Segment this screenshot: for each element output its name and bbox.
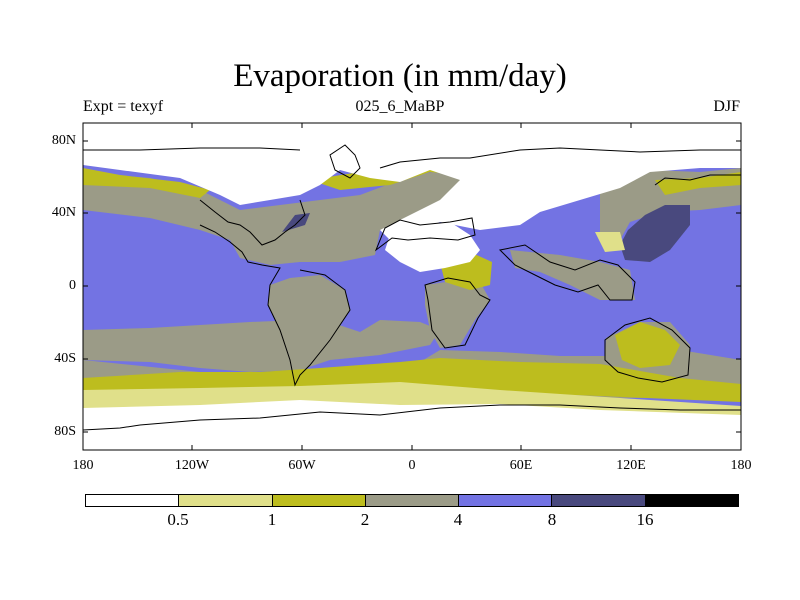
lat-label-80n: 80N	[51, 133, 76, 148]
band-2-nw-pacific	[655, 172, 741, 195]
colorbar-swatch-4	[459, 495, 553, 506]
colorbar-label-1: 1	[267, 510, 277, 529]
colorbar-swatch-3	[365, 495, 460, 506]
lat-label-40s: 40S	[54, 351, 76, 366]
lon-label-180w: 180	[72, 458, 94, 473]
band-8-gulfstream	[282, 213, 310, 232]
lon-label-60e: 60E	[509, 458, 533, 473]
band-05-asia	[595, 232, 625, 252]
colorbar-swatch-0	[86, 495, 180, 506]
colorbar-swatch-6	[645, 495, 738, 506]
colorbar-label-05: 0.5	[167, 510, 189, 529]
coastlines	[83, 144, 741, 431]
colorbar-swatch-2	[272, 495, 366, 506]
lon-label-120w: 120W	[174, 458, 210, 473]
band-2-australia	[615, 322, 680, 368]
colorbar-label-16: 16	[636, 510, 654, 529]
colorbar-label-2: 2	[360, 510, 370, 529]
band-8-kuroshio	[620, 205, 690, 262]
period-label: 025_6_MaBP	[355, 98, 445, 115]
lat-label-80s: 80S	[54, 424, 76, 439]
africa	[425, 280, 490, 348]
south-asia	[510, 250, 635, 300]
lon-label-0: 0	[408, 458, 416, 473]
axis-ticks	[83, 123, 741, 450]
season-label: DJF	[713, 98, 740, 115]
lat-label-0: 0	[69, 278, 76, 293]
colorbar-label-8: 8	[547, 510, 557, 529]
lon-label-180e: 180	[730, 458, 752, 473]
map-field	[83, 123, 741, 450]
lat-label-40n: 40N	[51, 205, 76, 220]
map-title: Evaporation (in mm/day)	[233, 58, 567, 94]
band-0-mediterranean	[385, 222, 480, 272]
band-0-north	[83, 123, 741, 240]
lon-label-60w: 60W	[288, 458, 316, 473]
colorbar-label-4: 4	[453, 510, 463, 529]
band-0-antarctic	[83, 400, 741, 450]
south-america	[268, 275, 350, 385]
band-2-north-pacific	[83, 168, 210, 198]
band-4-south	[83, 320, 440, 372]
colorbar-swatch-1	[179, 495, 273, 506]
experiment-label: Expt = texyf	[83, 98, 164, 115]
colorbar	[85, 494, 739, 507]
lon-label-120e: 120E	[616, 458, 646, 473]
colorbar-swatch-5	[552, 495, 646, 506]
